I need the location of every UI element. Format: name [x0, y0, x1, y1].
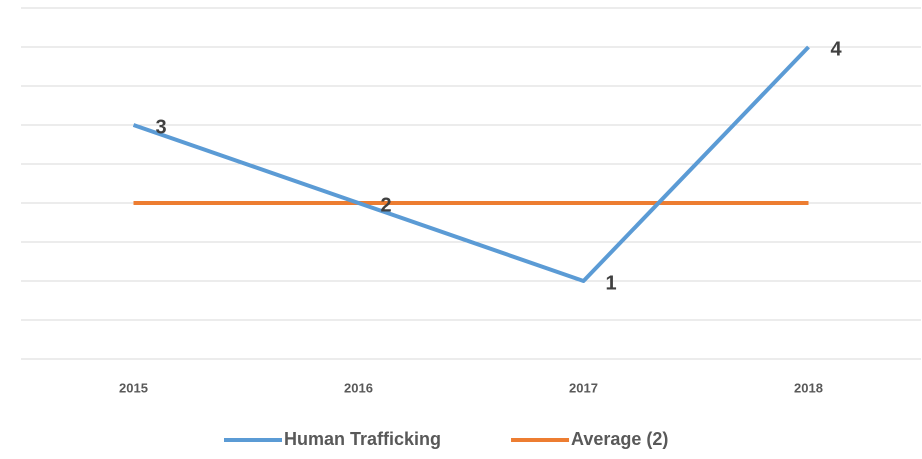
x-tick-label: 2017 [569, 380, 598, 395]
data-label: 2 [381, 194, 392, 216]
legend-label: Human Trafficking [284, 429, 441, 449]
data-label: 3 [156, 116, 167, 138]
data-label: 1 [606, 272, 617, 294]
legend-label: Average (2) [571, 429, 668, 449]
data-label: 4 [831, 38, 843, 60]
x-tick-label: 2018 [794, 380, 823, 395]
series-line [132, 45, 810, 283]
x-tick-label: 2015 [119, 380, 148, 395]
x-tick-label: 2016 [344, 380, 373, 395]
